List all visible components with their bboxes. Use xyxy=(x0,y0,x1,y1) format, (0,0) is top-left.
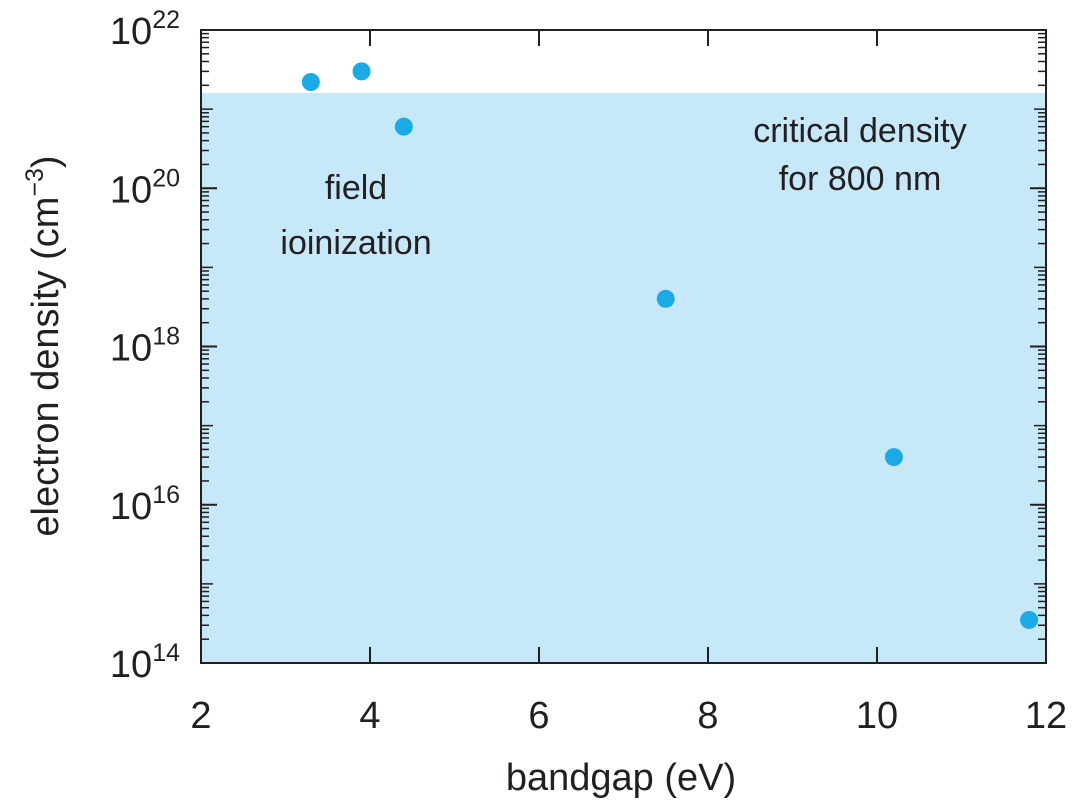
y-tick-label-exp: 16 xyxy=(152,481,180,509)
y-axis-title: electron density (cm−3) xyxy=(21,155,67,536)
data-point xyxy=(394,117,413,136)
y-tick-label: 1014 xyxy=(110,639,180,686)
annotation-critical-density-line2: for 800 nm xyxy=(779,160,942,198)
x-tick-label: 12 xyxy=(1025,695,1067,737)
y-tick-label-base: 10 xyxy=(110,169,152,211)
y-tick-label-exp: 18 xyxy=(152,323,180,351)
x-tick-label: 6 xyxy=(528,695,549,737)
y-tick-label: 1020 xyxy=(110,164,180,211)
annotation-critical-density-line1: critical density xyxy=(753,112,967,150)
y-tick-label: 1018 xyxy=(110,323,180,370)
y-tick-label-base: 10 xyxy=(110,11,152,53)
data-point xyxy=(656,289,675,308)
x-axis-title: bandgap (eV) xyxy=(506,757,736,799)
y-tick-label: 1016 xyxy=(110,481,180,528)
x-tick-label: 2 xyxy=(190,695,211,737)
data-point xyxy=(352,62,371,81)
x-tick-label: 8 xyxy=(697,695,718,737)
critical-density-region xyxy=(201,92,1046,664)
y-tick-label-base: 10 xyxy=(110,644,152,686)
y-tick-label-base: 10 xyxy=(110,486,152,528)
annotation-field-ionization: field ioinization xyxy=(280,169,431,262)
x-tick-label: 4 xyxy=(359,695,380,737)
y-tick-label: 1022 xyxy=(110,6,180,53)
y-axis-title-close: ) xyxy=(25,155,67,168)
y-tick-label-base: 10 xyxy=(110,328,152,370)
annotation-field-ionization-line1: field xyxy=(325,169,387,207)
y-axis-title-sup: −3 xyxy=(21,168,49,197)
annotation-field-ionization-line2: ioinization xyxy=(280,224,431,262)
y-tick-label-exp: 14 xyxy=(152,639,180,667)
data-point xyxy=(1020,610,1039,629)
y-axis-title-main: electron density (cm xyxy=(25,197,67,537)
data-point xyxy=(884,448,903,467)
y-tick-label-exp: 22 xyxy=(152,6,180,34)
data-points xyxy=(301,62,1039,629)
data-point xyxy=(301,73,320,92)
x-tick-label: 10 xyxy=(856,695,898,737)
y-tick-label-exp: 20 xyxy=(152,164,180,192)
annotation-critical-density: critical density for 800 nm xyxy=(753,112,967,198)
